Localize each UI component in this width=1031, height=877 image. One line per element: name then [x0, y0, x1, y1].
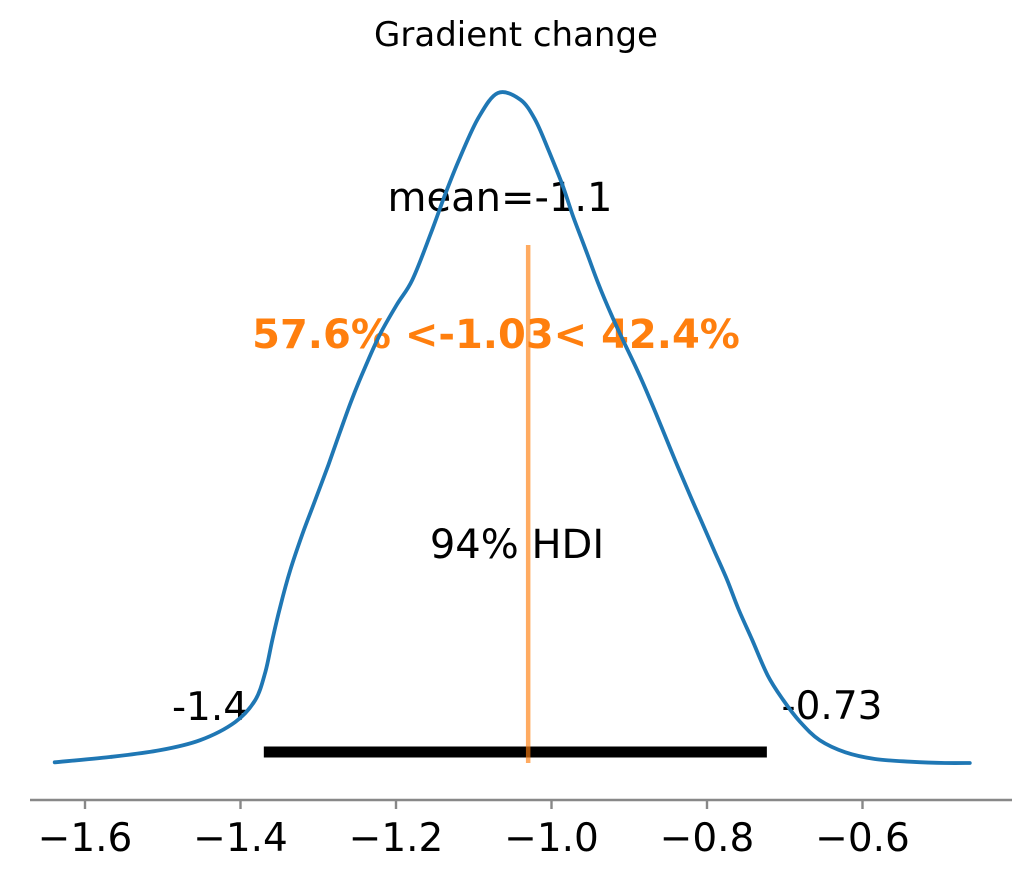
x-tick-label: −1.2	[348, 816, 444, 861]
x-tick-label: −1.0	[504, 816, 599, 861]
x-tick-label: −0.8	[659, 816, 755, 861]
plot-title: Gradient change	[374, 15, 658, 55]
x-tick-label: −0.6	[815, 816, 910, 861]
x-tick-label: −1.4	[193, 816, 288, 861]
hdi-upper-bound-label: -0.73	[781, 684, 883, 729]
hdi-lower-bound-label: -1.4	[171, 685, 249, 730]
mean-annotation: mean=-1.1	[387, 175, 613, 221]
hdi-annotation: 94% HDI	[429, 522, 605, 568]
x-tick-label: −1.6	[37, 816, 133, 861]
ref-value-annotation: 57.6% <-1.03< 42.4%	[252, 312, 740, 358]
